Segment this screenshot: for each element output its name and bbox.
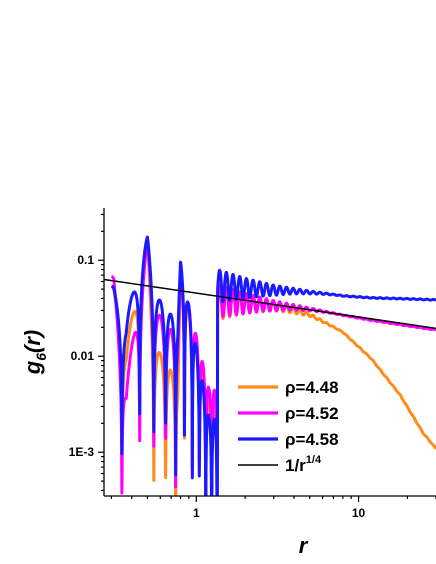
legend: ρ=4.48 ρ=4.52 ρ=4.58 1/r1/4 [238,378,339,475]
y-tick-label: 0.1 [77,253,94,267]
y-axis-title-base: g [20,360,45,375]
legend-label-2: ρ=4.58 [285,430,339,449]
x-tick-label: 10 [352,506,366,520]
series-line-3 [104,278,436,330]
y-axis-title-arg: (r) [20,330,45,353]
x-axis-title: r [299,533,309,558]
series-line-2 [110,235,436,496]
legend-label-3-sup: 1/4 [306,454,322,466]
legend-label-3: 1/r1/4 [285,454,322,475]
legend-label-3-base: 1/r [285,456,306,475]
legend-label-0: ρ=4.48 [285,378,339,397]
x-tick-label: 1 [193,506,200,520]
legend-label-1: ρ=4.52 [285,404,339,423]
series-layer [104,235,436,496]
y-axis-title: g6(r) [20,330,49,375]
y-tick-label: 0.01 [71,349,95,363]
y-axis-title-sub: 6 [33,353,49,361]
series-line-1 [110,240,436,496]
ticks-layer: 0.1 0.01 1E-3 1 10 [69,213,436,520]
axes-layer [103,208,436,497]
y-tick-label: 1E-3 [69,445,95,459]
